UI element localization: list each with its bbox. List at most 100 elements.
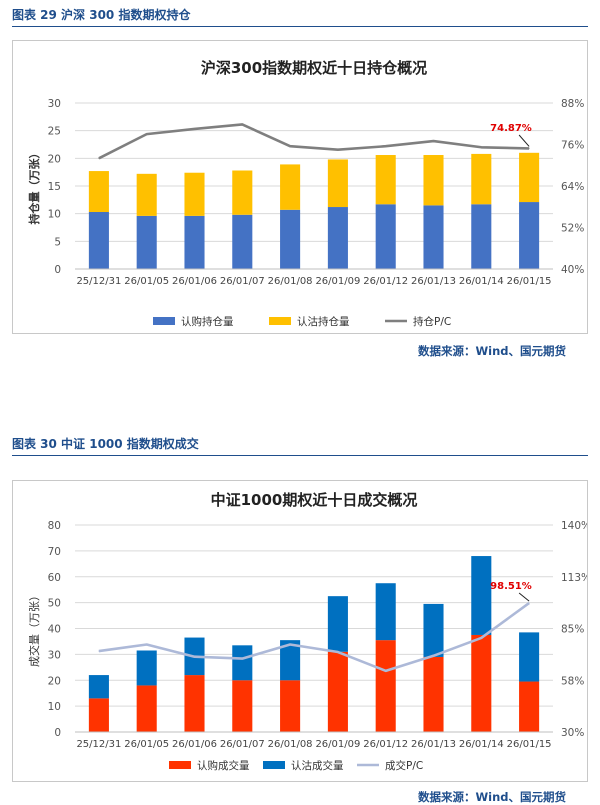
x-tick-label: 26/01/12 <box>363 739 408 750</box>
put-bar <box>88 171 109 213</box>
call-bar <box>232 680 253 732</box>
put-bar <box>375 583 396 641</box>
y2-tick-label: 58% <box>561 675 584 687</box>
x-tick-label: 26/01/07 <box>220 739 265 750</box>
call-bar <box>327 207 348 269</box>
pc-ratio-point <box>480 146 482 148</box>
legend-label: 认购成交量 <box>197 759 250 772</box>
x-tick-label: 26/01/06 <box>172 276 217 287</box>
put-bar <box>232 645 253 681</box>
call-bar <box>375 640 396 732</box>
y-tick-label: 20 <box>48 153 61 165</box>
y-tick-label: 10 <box>48 701 61 713</box>
x-tick-label: 25/12/31 <box>76 276 121 287</box>
put-bar <box>519 632 540 682</box>
y-tick-label: 30 <box>48 98 61 110</box>
y-axis-label: 成交量（万张） <box>27 590 41 667</box>
call-bar <box>184 675 205 732</box>
y2-tick-label: 140% <box>561 520 587 532</box>
figure-30-source: 数据来源：Wind、国元期货 <box>417 790 566 804</box>
y-tick-label: 60 <box>48 572 61 584</box>
pc-ratio-point <box>146 133 148 135</box>
figure-30-caption: 图表 30 中证 1000 指数期权成交 <box>12 437 199 451</box>
y-tick-label: 50 <box>48 598 61 610</box>
pc-ratio-point <box>337 651 339 653</box>
y2-tick-label: 40% <box>561 264 584 276</box>
y-tick-label: 80 <box>48 520 61 532</box>
pc-ratio-point <box>98 650 100 652</box>
y-tick-label: 20 <box>48 675 61 687</box>
y-tick-label: 15 <box>48 181 61 193</box>
pc-ratio-point <box>194 656 195 658</box>
figure-29-caption: 图表 29 沪深 300 指数期权持仓 <box>12 8 191 22</box>
x-tick-label: 26/01/09 <box>315 276 360 287</box>
chart-panel-holding: 沪深300指数期权近十日持仓概况 0 5 10 15 20 25 30 40% 52% 64% 76%… <box>12 40 588 334</box>
call-bar <box>232 214 253 269</box>
call-bar <box>423 205 444 269</box>
y2-tick-label: 76% <box>561 140 584 152</box>
volume-chart: 中证1000期权近十日成交概况 0 10 20 30 40 50 60 70 80 30% 58% 85… <box>27 491 591 772</box>
call-bar <box>519 681 540 732</box>
x-tick-label: 26/01/08 <box>268 276 313 287</box>
x-tick-label: 25/12/31 <box>76 739 121 750</box>
pc-annotation: 74.87% <box>490 123 532 134</box>
call-bar <box>280 680 301 732</box>
x-tick-label: 26/01/14 <box>459 739 504 750</box>
chart-title: 沪深300指数期权近十日持仓概况 <box>201 59 427 77</box>
y-tick-label: 0 <box>54 264 61 276</box>
x-tick-label: 26/01/07 <box>220 276 265 287</box>
call-bar <box>375 204 396 269</box>
call-bar <box>136 215 157 269</box>
figure-29-source: 数据来源：Wind、国元期货 <box>417 344 566 358</box>
y2-tick-label: 52% <box>561 223 584 235</box>
put-bar <box>136 173 157 216</box>
put-bar <box>471 153 492 205</box>
y-tick-label: 70 <box>48 546 61 558</box>
pc-ratio-point <box>194 128 195 130</box>
put-bar <box>184 172 205 216</box>
pc-ratio-point <box>385 670 387 672</box>
legend-label: 认沽持仓量 <box>297 315 350 328</box>
call-bar <box>519 202 540 269</box>
call-bar <box>280 209 301 269</box>
put-bar <box>519 152 540 203</box>
chart-title: 中证1000期权近十日成交概况 <box>211 491 418 509</box>
pc-ratio-point <box>289 643 291 645</box>
y-tick-label: 30 <box>48 649 61 661</box>
x-tick-label: 26/01/14 <box>459 276 504 287</box>
call-bar <box>423 656 444 732</box>
pc-ratio-point <box>98 157 100 159</box>
call-bar <box>471 204 492 269</box>
call-bar <box>136 685 157 732</box>
pc-ratio-point <box>433 655 434 657</box>
pc-ratio-line <box>98 123 530 160</box>
holding-chart: 沪深300指数期权近十日持仓概况 0 5 10 15 20 25 30 40% 52% 64% 76%… <box>27 59 584 328</box>
put-bar <box>423 603 444 657</box>
y-tick-label: 40 <box>48 624 61 636</box>
x-tick-label: 26/01/09 <box>315 739 360 750</box>
y-tick-label: 5 <box>54 236 61 248</box>
pc-ratio-line <box>98 602 530 673</box>
put-bar <box>280 640 301 681</box>
legend-label: 持仓P/C <box>413 315 451 328</box>
y2-tick-label: 64% <box>561 181 584 193</box>
x-tick-label: 26/01/08 <box>268 739 313 750</box>
put-bar <box>232 170 253 215</box>
put-bar <box>327 159 348 208</box>
put-bar <box>327 596 348 652</box>
put-bar <box>471 556 492 635</box>
pc-ratio-point <box>433 140 434 142</box>
legend-swatch <box>153 317 175 325</box>
x-tick-label: 26/01/15 <box>507 739 552 750</box>
y2-tick-label: 30% <box>561 727 584 739</box>
annotation-leader <box>518 134 530 147</box>
x-tick-label: 26/01/06 <box>172 739 217 750</box>
x-tick-label: 26/01/05 <box>124 276 169 287</box>
x-tick-label: 26/01/13 <box>411 739 456 750</box>
x-tick-label: 26/01/12 <box>363 276 408 287</box>
put-bar <box>280 164 301 210</box>
put-bar <box>423 155 444 206</box>
pc-annotation: 98.51% <box>490 581 532 592</box>
put-bar <box>88 675 109 699</box>
call-bar <box>88 212 109 269</box>
